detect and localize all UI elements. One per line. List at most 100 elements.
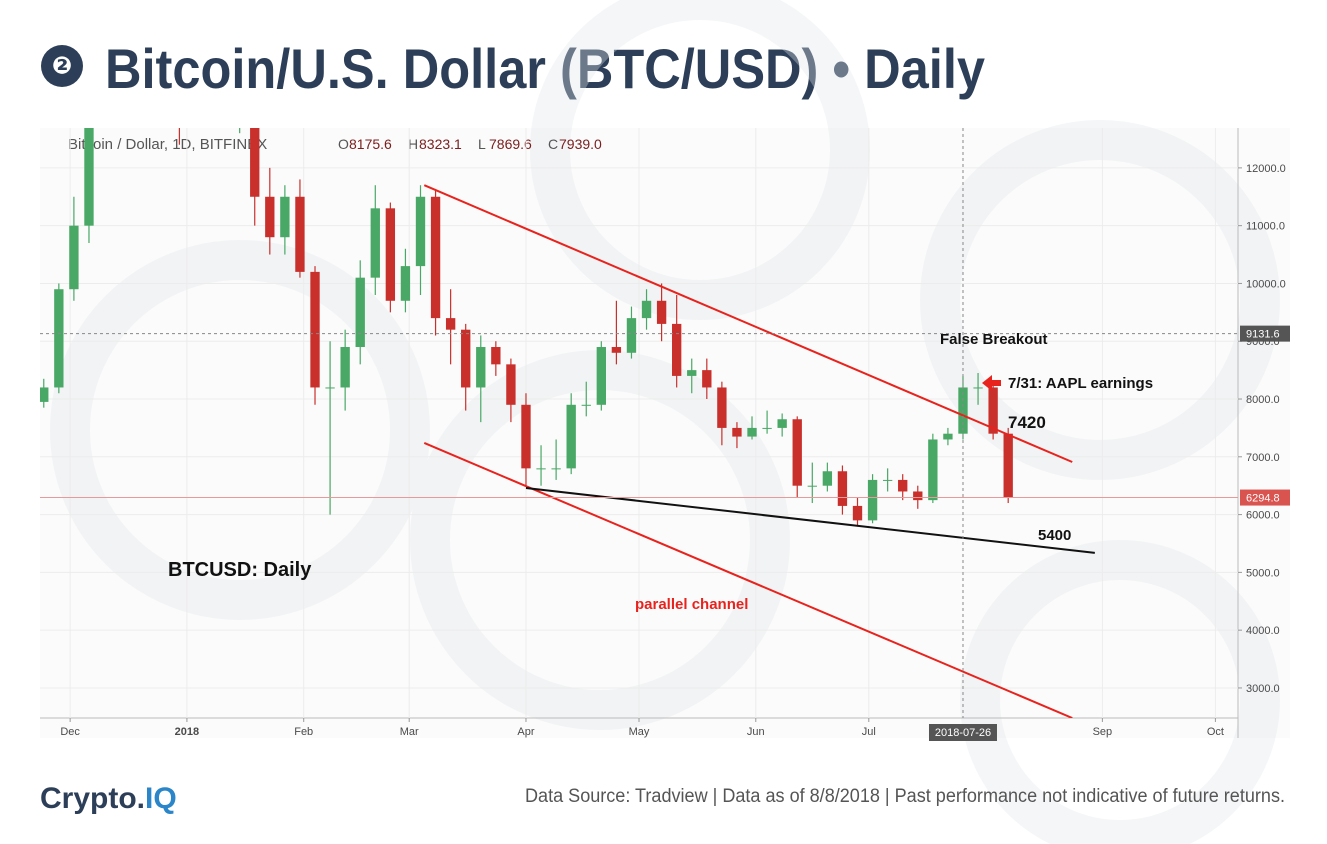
brand-accent: IQ <box>145 782 177 815</box>
candle-body <box>310 271 320 388</box>
ohlc-value: 8323.1 <box>419 136 462 152</box>
candle-body <box>988 387 998 434</box>
y-tick-label: 6000.0 <box>1246 510 1280 522</box>
candle-body <box>641 300 652 319</box>
candle-body <box>40 387 49 402</box>
candle-body <box>400 266 411 301</box>
candle-body <box>491 347 501 365</box>
candle-body <box>521 404 531 469</box>
y-tick-label: 7000.0 <box>1246 452 1280 464</box>
candle-body <box>732 427 742 437</box>
candle-body <box>280 196 290 238</box>
x-tick-label: Mar <box>400 726 419 738</box>
crosshair-price-label: 9131.6 <box>1246 329 1280 341</box>
candle-body <box>928 439 938 501</box>
y-tick-label: 10000.0 <box>1246 278 1286 290</box>
candle-body <box>295 196 305 272</box>
chart-background <box>40 128 1290 738</box>
candle-body <box>536 468 546 470</box>
x-tick-label: Sep <box>1093 726 1113 738</box>
candle-body <box>852 505 863 521</box>
candle-body <box>265 196 275 238</box>
x-tick-label: May <box>629 726 650 738</box>
overlay: 3000.04000.05000.06000.07000.08000.09000… <box>60 163 1290 741</box>
candle-body <box>837 471 848 506</box>
candle-body <box>461 329 471 388</box>
brand: Crypto.IQ <box>40 782 177 815</box>
annotation: 7/31: AAPL earnings <box>1008 375 1153 392</box>
plot <box>40 128 1238 718</box>
candle-body <box>566 404 576 469</box>
candle-body <box>355 277 365 348</box>
candle-body <box>973 387 983 389</box>
ohlc-value: 8175.6 <box>349 136 392 152</box>
candle-body <box>415 196 426 267</box>
ohlc-key: H <box>408 136 418 152</box>
candle-body <box>777 419 787 428</box>
x-tick-label: Apr <box>517 726 534 738</box>
x-tick-label: Jun <box>747 726 765 738</box>
grid <box>40 128 1242 722</box>
candle-body <box>626 318 637 353</box>
candle-body <box>506 364 516 405</box>
y-tick-label: 4000.0 <box>1246 625 1280 637</box>
candle-body <box>385 208 396 301</box>
annotation: 5400 <box>1038 527 1071 544</box>
annotation: 7420 <box>1008 413 1046 432</box>
x-tick-label: Dec <box>60 726 80 738</box>
candle-body <box>898 479 908 492</box>
crosshair-date-tag <box>928 724 997 741</box>
ohlc-value: 7869.6 <box>489 136 532 152</box>
candle-body <box>656 300 667 324</box>
x-tick-label: Jul <box>862 726 876 738</box>
candle-body <box>54 289 64 388</box>
candle-body <box>822 471 833 486</box>
annotation: False Breakout <box>940 331 1048 348</box>
candle-body <box>807 485 817 487</box>
ohlc-key: O <box>338 136 349 152</box>
candle-body <box>672 323 682 376</box>
candle-body <box>747 427 757 437</box>
y-tick-label: 3000.0 <box>1246 683 1280 695</box>
crosshair-price-tag <box>1240 325 1290 342</box>
x-tick-label: 2018 <box>175 726 199 738</box>
title-badge <box>41 45 83 87</box>
candle-body <box>702 370 712 388</box>
y-tick-label: 5000.0 <box>1246 567 1280 579</box>
annotation: BTCUSD: Daily <box>168 559 312 581</box>
candle-body <box>882 479 893 481</box>
chart-header: Bitcoin / Dollar, 1D, BITFINEX <box>68 136 267 153</box>
ohlc-value: 7939.0 <box>559 136 602 152</box>
last-price-tag <box>1240 489 1290 506</box>
candle-body <box>69 225 79 290</box>
crosshair-date-label: 2018-07-26 <box>935 727 991 739</box>
x-tick-label: Oct <box>1207 726 1224 738</box>
candle-body <box>340 347 350 388</box>
y-tick-label: 8000.0 <box>1246 394 1280 406</box>
candle-body <box>445 318 456 330</box>
candle-body <box>581 404 591 406</box>
candle-body <box>596 347 606 405</box>
candle-body <box>792 419 802 486</box>
candle-body <box>1003 433 1013 498</box>
candle-body <box>250 128 260 197</box>
candle-body <box>611 347 622 353</box>
trend-line <box>525 487 1095 554</box>
title-number: ❷ <box>52 52 72 79</box>
candle-body <box>913 491 923 501</box>
title: Bitcoin/U.S. Dollar (BTC/USD) • Daily <box>105 37 985 100</box>
ohlc-key: L <box>478 136 486 152</box>
source-note: Data Source: Tradview | Data as of 8/8/2… <box>525 786 1285 807</box>
candle-body <box>476 347 486 388</box>
ohlc-legend: O 8175.6 H 8323.1 L 7869.6 C 7939.0 <box>338 136 602 152</box>
candle-body <box>867 479 878 521</box>
y-tick-label: 11000.0 <box>1246 221 1285 233</box>
trend-line <box>423 184 1073 463</box>
candle-body <box>84 128 94 226</box>
candle-body <box>717 387 727 428</box>
candle-body <box>325 387 335 389</box>
annotation: parallel channel <box>635 596 748 613</box>
candle-body <box>943 433 953 440</box>
candle-body <box>687 370 697 376</box>
